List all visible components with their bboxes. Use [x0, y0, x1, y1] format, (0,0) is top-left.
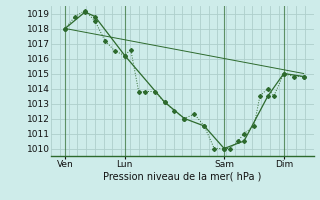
X-axis label: Pression niveau de la mer( hPa ): Pression niveau de la mer( hPa ) — [103, 172, 261, 182]
